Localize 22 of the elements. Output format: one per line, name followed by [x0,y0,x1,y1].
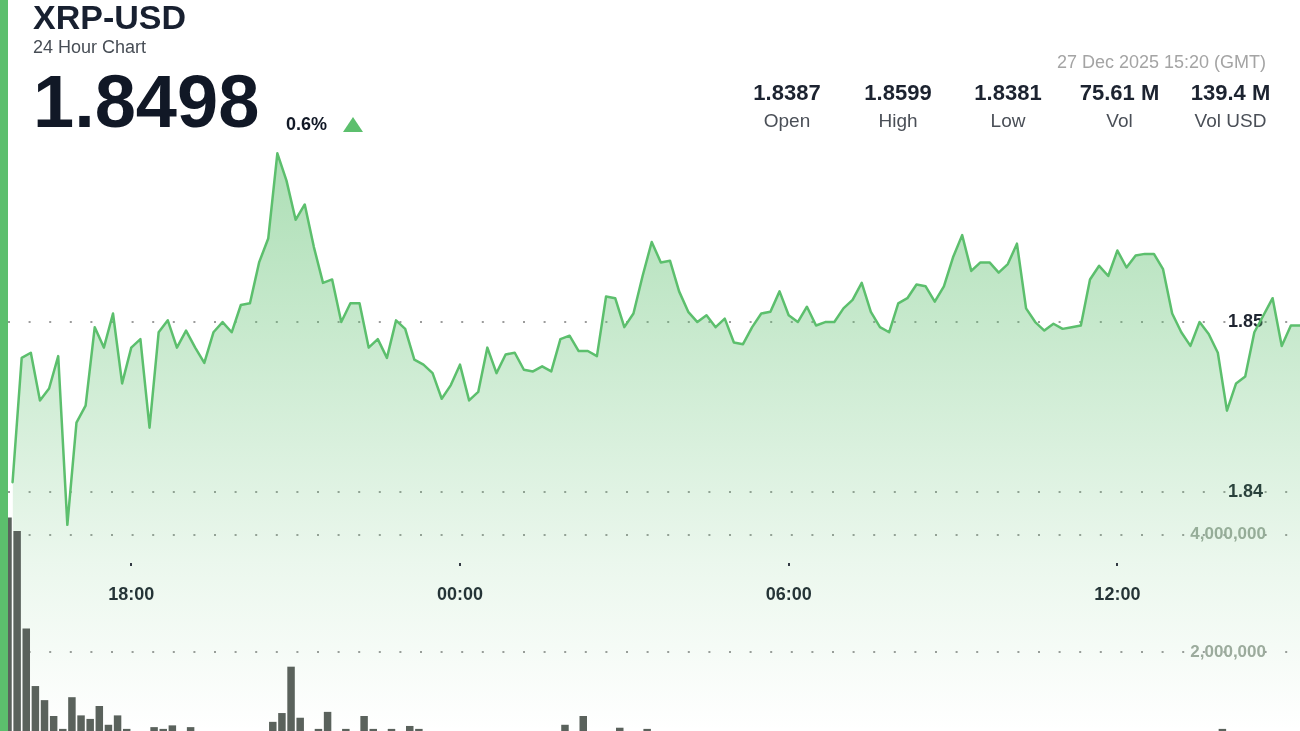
annotation: Open [762,110,812,131]
annotation: High [877,110,919,131]
annotation: 1.8599 [863,80,933,105]
chart-title: XRP-USD [33,0,187,36]
y2-tick-label: 4,000,000 [1190,524,1266,544]
annotation: 27 Dec 2025 15:20 (GMT) [1056,52,1266,72]
annotation: Vol [1105,110,1134,131]
x-tick-label: 00:00 [436,583,483,604]
y-tick-label: 1.84 [1227,481,1263,502]
annotation: Low [989,110,1027,131]
annotation: 1.8387 [752,80,822,105]
annotation: 0.6% [286,114,328,134]
text: 24 Hour Chart [33,37,147,57]
x-tick-label: 06:00 [765,583,812,604]
annotation: 1.8381 [973,80,1043,105]
annotation: 75.61 M [1078,80,1161,105]
annotation: Vol USD [1193,110,1268,131]
annotation: 1.8498 [33,60,260,143]
annotation: 139.4 M [1189,80,1272,105]
x-tick-label: 18:00 [108,583,155,604]
x-tick-label: 12:00 [1094,583,1141,604]
y2-tick-label: 2,000,000 [1190,641,1266,661]
